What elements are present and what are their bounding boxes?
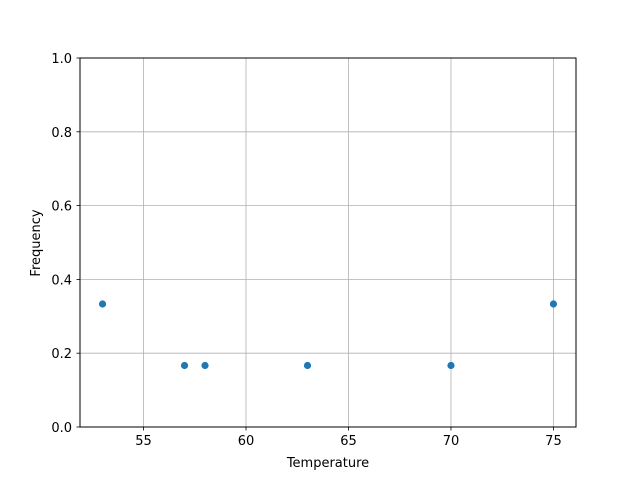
data-point — [303, 361, 312, 370]
y-tick-label: 0.8 — [51, 126, 72, 141]
data-point — [180, 361, 189, 370]
data-point — [201, 361, 209, 370]
data-point — [549, 300, 558, 308]
x-tick-label: 70 — [443, 434, 460, 449]
x-tick-label: 75 — [545, 434, 562, 449]
y-tick-label: 1.0 — [51, 52, 72, 67]
y-tick-label: 0.6 — [51, 200, 72, 215]
x-tick-label: 65 — [340, 434, 357, 449]
grid-lines — [80, 57, 576, 428]
y-axis-label: Frequency — [29, 209, 44, 276]
y-tick-label: 0.0 — [51, 421, 72, 436]
data-points — [98, 300, 558, 370]
y-tick-label: 0.4 — [51, 273, 72, 288]
plot-frame — [79, 57, 577, 428]
x-tick-label: 60 — [238, 434, 255, 449]
data-point — [447, 361, 455, 370]
x-tick-label: 55 — [135, 434, 152, 449]
y-axis-ticks: 0.0 0.2 0.4 0.6 0.8 1.0 — [51, 52, 80, 436]
data-point — [98, 300, 107, 308]
x-axis-ticks: 55 60 65 70 75 — [135, 427, 562, 449]
y-tick-label: 0.2 — [51, 347, 72, 362]
x-axis-label: Temperature — [286, 456, 369, 471]
